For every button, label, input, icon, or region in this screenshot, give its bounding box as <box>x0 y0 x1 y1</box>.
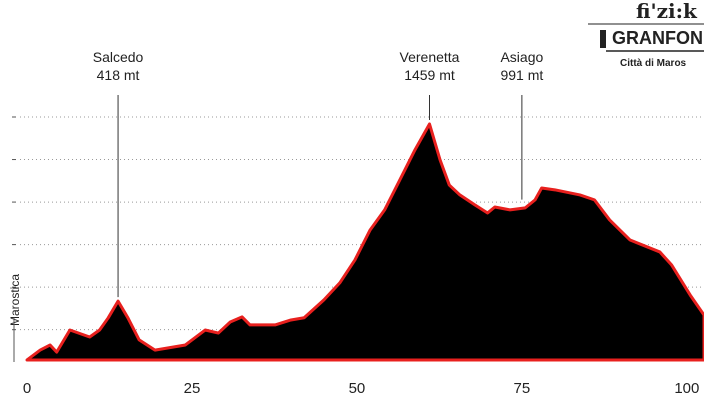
annotation-name: Salcedo <box>93 49 144 65</box>
annotation-value: 991 mt <box>500 67 543 83</box>
annotation-name: Verenetta <box>400 49 460 65</box>
x-tick-label: 100 <box>674 380 699 397</box>
annotation-name: Asiago <box>500 49 543 65</box>
annotation-value: 1459 mt <box>404 67 455 83</box>
y-axis-label: Marostica <box>8 274 22 326</box>
logo-event: GRANFON <box>612 28 703 48</box>
x-tick-label: 0 <box>23 380 31 397</box>
annotation-value: 418 mt <box>97 67 140 83</box>
x-tick-label: 25 <box>184 380 201 397</box>
logo-brand: fi'zi:k <box>636 0 698 23</box>
logo-city: Città di Maros <box>620 58 687 69</box>
x-tick-label: 75 <box>514 380 531 397</box>
elevation-area <box>25 122 704 362</box>
logo-icon <box>600 30 606 48</box>
x-tick-label: 50 <box>349 380 366 397</box>
